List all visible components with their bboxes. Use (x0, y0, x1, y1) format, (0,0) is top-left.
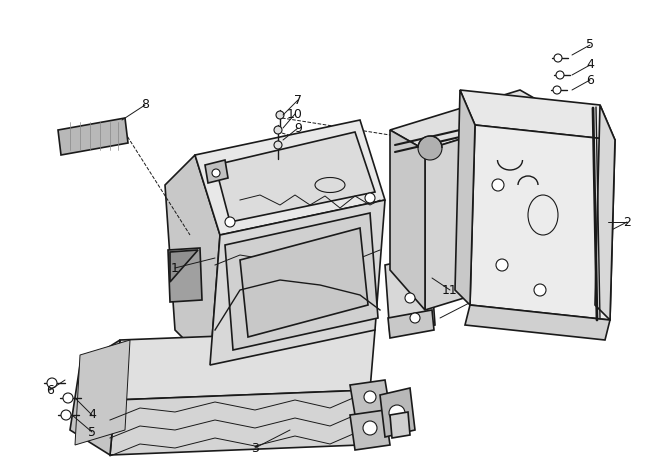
Polygon shape (110, 390, 370, 455)
Polygon shape (595, 105, 615, 320)
Circle shape (274, 126, 282, 134)
Circle shape (212, 169, 220, 177)
Polygon shape (425, 110, 555, 310)
Polygon shape (170, 250, 198, 282)
Polygon shape (390, 130, 425, 310)
Circle shape (389, 405, 405, 421)
Polygon shape (70, 340, 120, 455)
Circle shape (274, 141, 282, 149)
Text: 2: 2 (623, 215, 631, 228)
Polygon shape (58, 118, 128, 155)
Polygon shape (205, 160, 228, 183)
Circle shape (276, 111, 284, 119)
Circle shape (553, 86, 561, 94)
Polygon shape (165, 155, 220, 365)
Polygon shape (115, 330, 375, 400)
Circle shape (63, 393, 73, 403)
Text: 1: 1 (171, 262, 179, 275)
Circle shape (365, 193, 375, 203)
Text: 4: 4 (586, 58, 594, 71)
Circle shape (225, 217, 235, 227)
Circle shape (554, 54, 562, 62)
Polygon shape (215, 132, 375, 222)
Polygon shape (350, 380, 390, 415)
Text: 11: 11 (442, 283, 458, 297)
Polygon shape (350, 410, 390, 450)
Circle shape (363, 421, 377, 435)
Polygon shape (385, 255, 435, 335)
Text: 8: 8 (141, 99, 149, 112)
Text: 5: 5 (88, 425, 96, 439)
Text: 9: 9 (294, 121, 302, 134)
Circle shape (61, 410, 71, 420)
Circle shape (47, 378, 57, 388)
Circle shape (364, 391, 376, 403)
Text: 6: 6 (586, 73, 594, 86)
Polygon shape (388, 310, 434, 338)
Polygon shape (225, 213, 378, 350)
Polygon shape (460, 90, 615, 140)
Text: 3: 3 (251, 441, 259, 454)
Polygon shape (465, 305, 610, 340)
Circle shape (418, 136, 442, 160)
Text: 10: 10 (287, 107, 303, 120)
Polygon shape (455, 90, 475, 305)
Circle shape (556, 71, 564, 79)
Polygon shape (390, 90, 555, 150)
Polygon shape (240, 228, 368, 337)
Polygon shape (210, 200, 385, 365)
Circle shape (410, 313, 420, 323)
Polygon shape (470, 125, 615, 320)
Circle shape (496, 259, 508, 271)
Circle shape (534, 284, 546, 296)
Text: 6: 6 (46, 383, 54, 396)
Polygon shape (380, 388, 415, 437)
Text: 7: 7 (294, 93, 302, 106)
Circle shape (405, 293, 415, 303)
Text: 5: 5 (586, 38, 594, 51)
Text: 4: 4 (88, 409, 96, 422)
Polygon shape (195, 120, 385, 235)
Circle shape (492, 179, 504, 191)
Polygon shape (75, 340, 130, 445)
Polygon shape (168, 248, 202, 302)
Polygon shape (390, 412, 410, 438)
